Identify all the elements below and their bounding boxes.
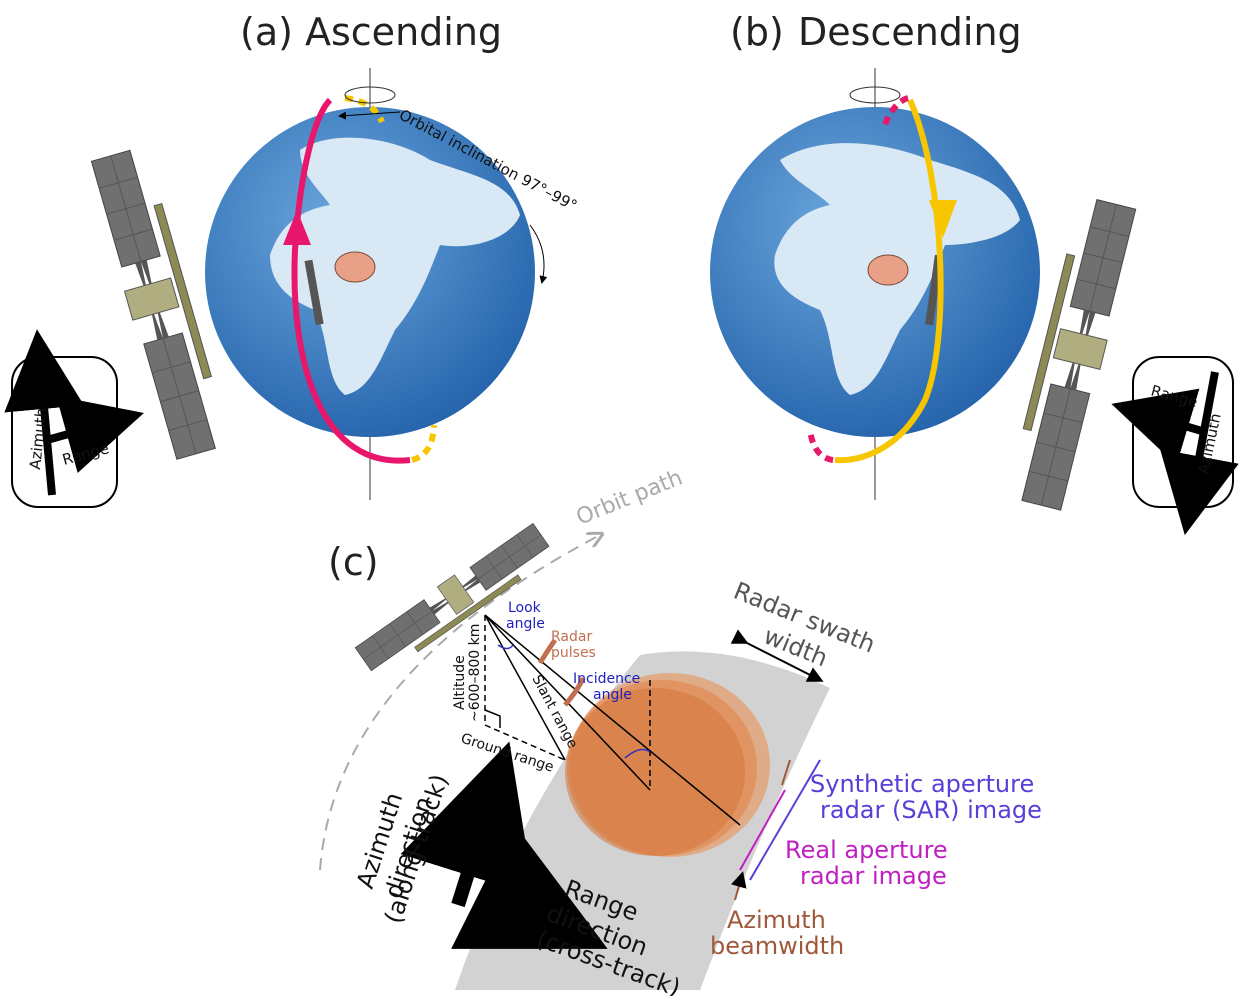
orbit-path-label: Orbit path <box>573 465 686 530</box>
real-aperture: Real aperture <box>785 836 948 864</box>
footprint <box>335 252 375 282</box>
orbit-tail <box>810 430 833 460</box>
real-aperture: radar image <box>800 862 947 890</box>
figure: (a) Ascending Orbital inclination 97°–99… <box>0 0 1239 996</box>
panel-label: (b) <box>730 10 784 54</box>
footprint <box>868 255 908 285</box>
altitude: ~600–800 km <box>467 624 483 722</box>
look-angle: angle <box>506 616 545 632</box>
panel-label: (c) <box>328 540 379 584</box>
radar-pulses: pulses <box>551 645 596 661</box>
azimuth-beamwidth: Azimuth <box>727 906 826 934</box>
sar-image: radar (SAR) image <box>820 796 1042 824</box>
altitude: Altitude <box>452 655 468 710</box>
panel-label: (a) <box>240 10 293 54</box>
incidence-angle: angle <box>593 687 632 703</box>
panel-title: Ascending <box>305 10 502 54</box>
footprint <box>565 688 745 856</box>
radar-pulses: Radar <box>551 629 592 645</box>
azimuth-beamwidth: beamwidth <box>710 932 844 960</box>
sar-image: Synthetic aperture <box>810 770 1034 798</box>
panel-title: Descending <box>798 10 1022 54</box>
look-angle: Look <box>508 600 542 616</box>
incidence-angle: Incidence <box>573 671 640 687</box>
ground-range: Ground range <box>459 731 556 776</box>
azimuth-arrow <box>458 835 480 905</box>
